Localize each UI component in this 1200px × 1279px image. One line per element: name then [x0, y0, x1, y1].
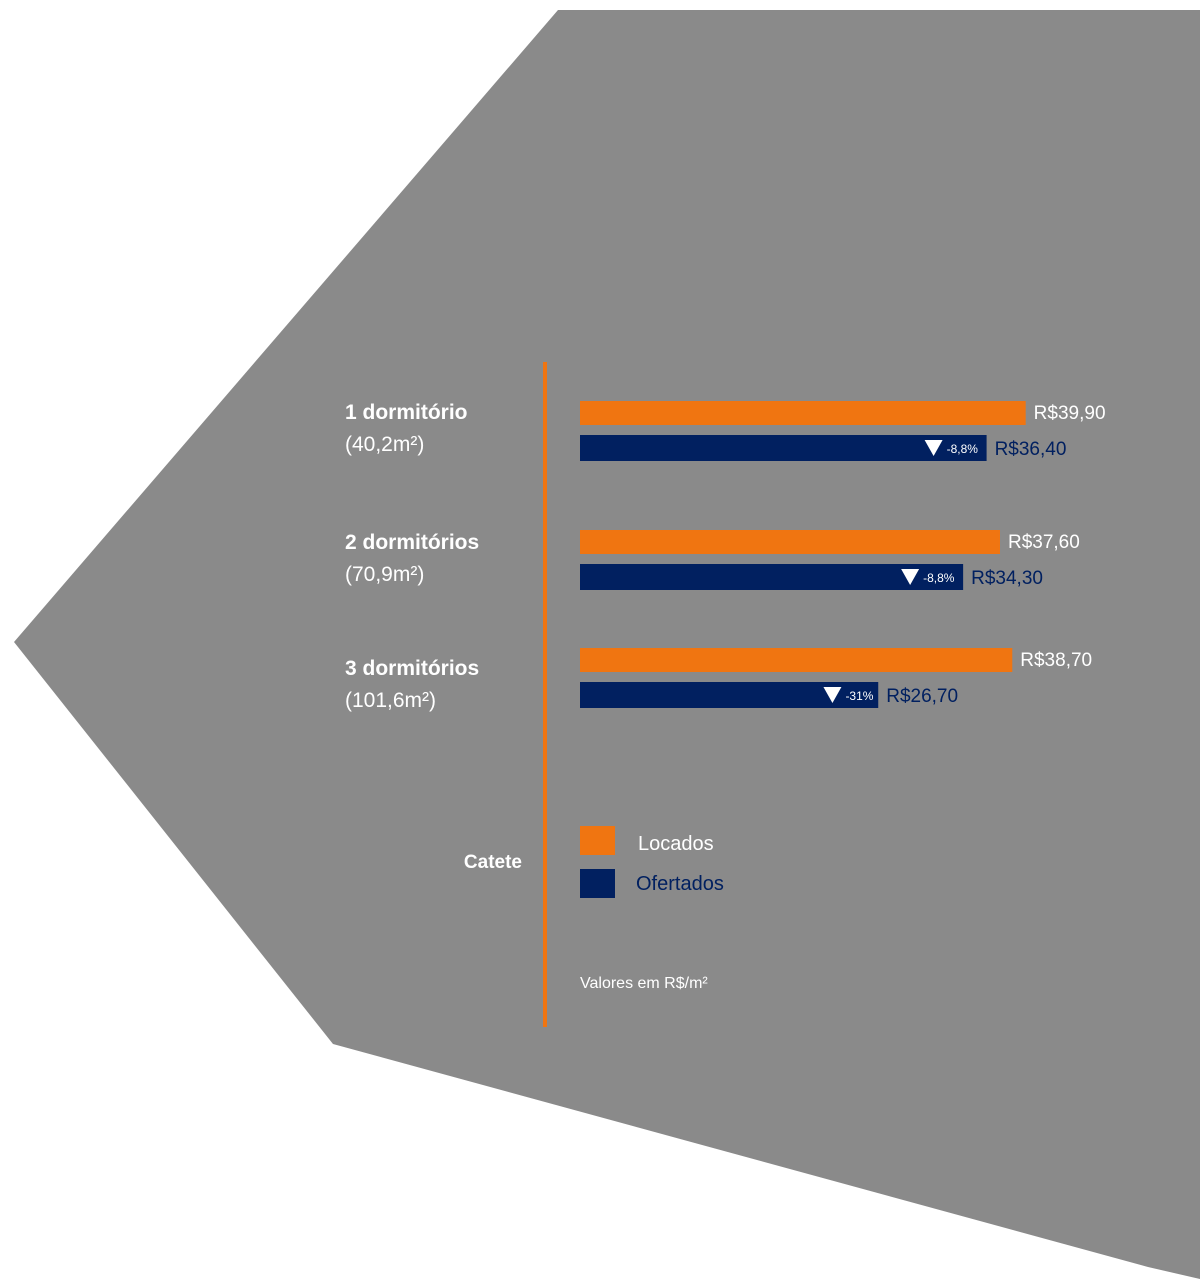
bar-ofertados-1 — [580, 435, 987, 461]
category-area-2: (70,9m²) — [345, 563, 424, 586]
bar-locados-3 — [580, 648, 1013, 672]
value-label-locados-2: R$37,60 — [1008, 532, 1080, 553]
down-triangle-icon-3 — [823, 687, 842, 703]
value-label-ofertados-3: R$26,70 — [886, 686, 958, 707]
category-labels: 1 dormitório (40,2m²) 2 dormitórios (70,… — [345, 401, 479, 712]
category-area-1: (40,2m²) — [345, 433, 424, 456]
value-label-ofertados-2: R$34,30 — [971, 568, 1043, 589]
bar-locados-1 — [580, 401, 1026, 425]
category-label-2: 2 dormitórios — [345, 531, 479, 554]
category-label-3: 3 dormitórios — [345, 657, 479, 680]
background-shape — [14, 10, 1200, 1279]
bar-ofertados-2 — [580, 564, 964, 590]
legend-label-locados: Locados — [638, 833, 714, 855]
value-label-ofertados-1: R$36,40 — [995, 439, 1067, 460]
units-note: Valores em R$/m² — [580, 975, 708, 992]
category-area-3: (101,6m²) — [345, 689, 436, 712]
change-label-2: -8,8% — [923, 571, 955, 585]
value-label-locados-3: R$38,70 — [1020, 650, 1092, 671]
down-triangle-icon-1 — [924, 440, 943, 456]
legend-swatch-locados — [580, 826, 615, 855]
legend-swatch-ofertados — [580, 869, 615, 898]
change-label-1: -8,8% — [947, 442, 979, 456]
value-label-locados-1: R$39,90 — [1034, 403, 1106, 424]
neighborhood-label: Catete — [464, 852, 522, 873]
legend-label-ofertados: Ofertados — [636, 873, 724, 895]
category-label-1: 1 dormitório — [345, 401, 468, 424]
bars-group: R$39,90 -8,8% R$36,40 R$37,60 -8,8% R$34,30 R$… — [580, 401, 1106, 708]
legend: Locados Ofertados — [580, 826, 724, 898]
down-triangle-icon-2 — [901, 569, 920, 585]
change-label-3: -31% — [845, 689, 873, 703]
bar-locados-2 — [580, 530, 1000, 554]
